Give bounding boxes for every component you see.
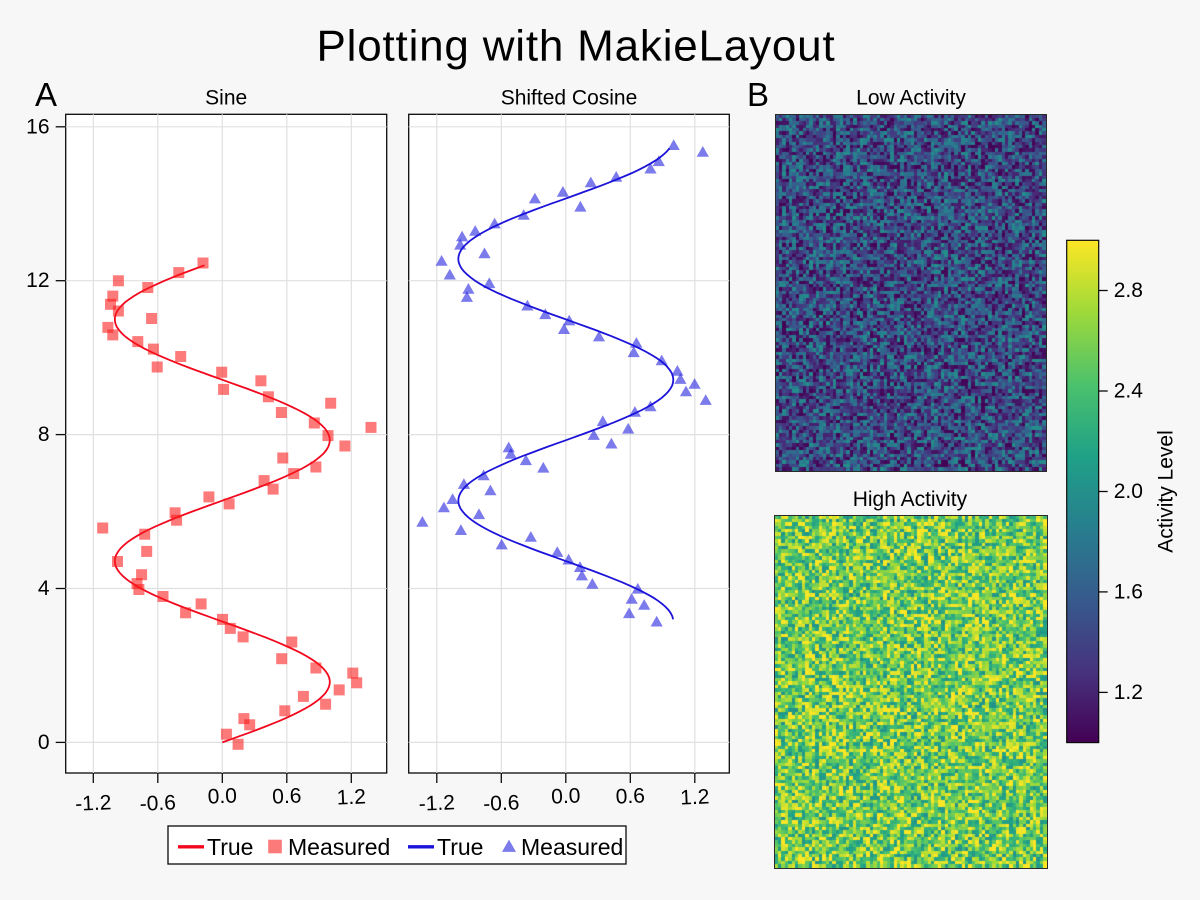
svg-text:Low Activity: Low Activity (856, 87, 966, 110)
svg-text:0: 0 (38, 731, 50, 754)
svg-text:Sine: Sine (205, 87, 247, 110)
svg-text:Measured: Measured (521, 834, 623, 860)
svg-text:-0.6: -0.6 (139, 791, 176, 816)
svg-text:Activity Level: Activity Level (1155, 430, 1178, 553)
svg-text:Shifted Cosine: Shifted Cosine (501, 87, 638, 110)
svg-text:2.0: 2.0 (1114, 480, 1143, 503)
svg-text:0.6: 0.6 (272, 784, 302, 808)
svg-text:1.2: 1.2 (680, 785, 710, 809)
svg-text:2.8: 2.8 (1114, 279, 1143, 302)
svg-text:1.6: 1.6 (1114, 580, 1143, 603)
svg-text:16: 16 (26, 115, 49, 138)
svg-text:1.2: 1.2 (336, 785, 366, 809)
svg-text:-0.6: -0.6 (483, 791, 520, 816)
svg-text:Measured: Measured (288, 834, 390, 860)
svg-text:8: 8 (38, 423, 50, 446)
svg-text:12: 12 (26, 269, 49, 292)
svg-text:2.4: 2.4 (1114, 380, 1144, 403)
svg-text:4: 4 (38, 577, 50, 600)
svg-text:-1.2: -1.2 (75, 791, 112, 816)
svg-text:-1.2: -1.2 (418, 791, 455, 816)
svg-text:True: True (437, 834, 483, 860)
svg-text:High Activity: High Activity (853, 488, 968, 511)
svg-text:0.0: 0.0 (551, 784, 581, 808)
svg-text:True: True (207, 834, 253, 860)
svg-text:0.6: 0.6 (615, 784, 645, 808)
svg-text:B: B (747, 76, 769, 113)
svg-text:1.2: 1.2 (1114, 681, 1143, 704)
svg-text:A: A (35, 76, 57, 113)
svg-text:Plotting with MakieLayout: Plotting with MakieLayout (317, 22, 836, 71)
svg-text:0.0: 0.0 (207, 784, 237, 808)
